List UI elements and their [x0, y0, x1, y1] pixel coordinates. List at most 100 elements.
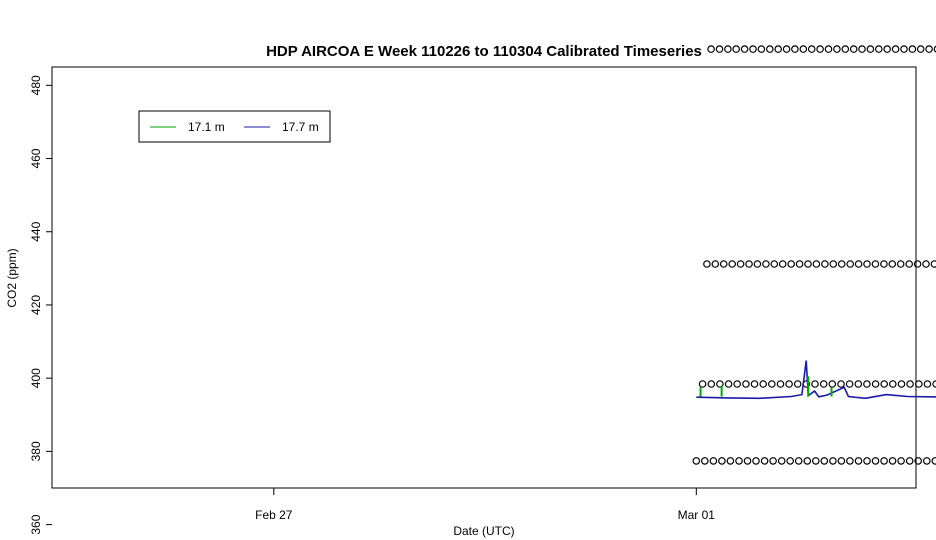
calibration-point [833, 45, 841, 53]
calibration-point [908, 45, 917, 53]
calibration-point [874, 45, 883, 53]
calibration-point [922, 260, 930, 268]
legend: 17.1 m 17.7 m [138, 110, 331, 143]
calibration-point [733, 380, 742, 388]
x-axis-label: Date (UTC) [453, 524, 514, 538]
calibration-point [905, 260, 914, 268]
calibration-point [932, 380, 936, 388]
calibration-point [820, 457, 829, 465]
calibration-point [707, 45, 715, 53]
calibration-point [883, 45, 892, 53]
calibration-point [922, 457, 931, 465]
calibration-point [791, 45, 799, 53]
calibration-point [742, 380, 750, 388]
calibration-point [752, 457, 760, 465]
x-tick-label: Feb 27 [255, 508, 293, 522]
calibration-point [724, 380, 733, 388]
calibration-point [837, 380, 845, 388]
calibration-point [724, 45, 732, 53]
y-axis-label: CO2 (ppm) [5, 248, 19, 307]
y-tick-label: 360 [29, 514, 43, 534]
calibration-point [841, 45, 850, 53]
calibration-point [846, 457, 854, 465]
calibration-point [749, 45, 757, 53]
calibration-point [837, 260, 846, 268]
y-tick-label: 420 [29, 295, 43, 315]
calibration-point [849, 45, 858, 53]
calibration-point [728, 260, 737, 268]
calibration-point [776, 380, 785, 388]
calibration-point [719, 260, 728, 268]
calibration-point [871, 457, 880, 465]
calibration-point [837, 457, 846, 465]
calibration-point [905, 457, 914, 465]
y-tick-label: 380 [29, 441, 43, 461]
calibration-point [933, 45, 936, 53]
calibration-point [757, 45, 766, 53]
calibration-point [845, 380, 854, 388]
y-tick-label: 440 [29, 221, 43, 241]
calibration-point [743, 457, 752, 465]
calibration-point [906, 380, 914, 388]
calibration-point [740, 45, 749, 53]
calibration-point [858, 45, 866, 53]
calibration-point [709, 457, 718, 465]
calibration-point [778, 260, 787, 268]
calibration-point [711, 260, 720, 268]
calibration-point [703, 260, 711, 268]
calibration-point [854, 260, 863, 268]
calibration-point [774, 45, 783, 53]
calibration-point [863, 457, 871, 465]
calibration-point [811, 380, 819, 388]
calibration-point [897, 380, 906, 388]
calibration-point [794, 457, 803, 465]
calibration-point [931, 457, 936, 465]
calibration-point [828, 380, 837, 388]
calibration-point [900, 45, 908, 53]
calibration-point [819, 380, 828, 388]
calibration-point [785, 380, 793, 388]
calibration-point [716, 380, 724, 388]
calibration-point [750, 380, 759, 388]
calibration-point [787, 260, 796, 268]
calibration-point [745, 260, 753, 268]
calibration-point [793, 380, 802, 388]
y-axis: 360 380 400 420 440 460 480 [29, 75, 52, 535]
calibration-point [916, 45, 925, 53]
calibration-point [799, 45, 808, 53]
plot-frame [51, 66, 917, 489]
calibration-point [914, 457, 923, 465]
calibration-point [866, 45, 875, 53]
calibration-markers [692, 45, 936, 465]
calibration-point [880, 380, 889, 388]
calibration-point [925, 45, 933, 53]
calibration-point [871, 380, 880, 388]
calibration-point [753, 260, 762, 268]
calibration-point [923, 380, 932, 388]
calibration-point [891, 45, 900, 53]
calibration-point [762, 260, 770, 268]
calibration-point [718, 457, 726, 465]
calibration-point [760, 457, 769, 465]
calibration-point [854, 380, 863, 388]
calibration-point [897, 457, 905, 465]
calibration-point [759, 380, 768, 388]
calibration-point [913, 260, 922, 268]
calibration-point [888, 380, 897, 388]
calibration-point [880, 260, 888, 268]
calibration-point [807, 45, 816, 53]
calibration-point [777, 457, 786, 465]
calibration-point [896, 260, 905, 268]
calibration-point [769, 457, 777, 465]
calibration-point [732, 45, 741, 53]
calibration-point [880, 457, 888, 465]
calibration-point [824, 45, 833, 53]
calibration-point [816, 45, 824, 53]
chart-title: HDP AIRCOA E Week 110226 to 110304 Calib… [266, 43, 702, 60]
calibration-point [863, 260, 871, 268]
calibration-point [700, 457, 709, 465]
calibration-point [786, 457, 795, 465]
calibration-point [767, 380, 776, 388]
